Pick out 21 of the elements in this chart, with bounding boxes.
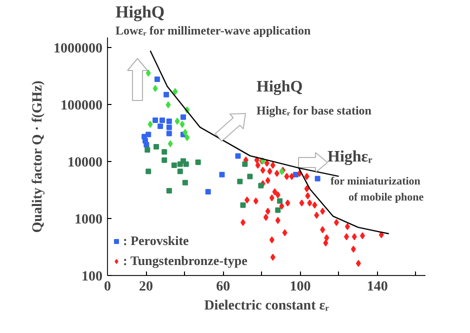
x-axis-title: Dielectric constant εᵣ xyxy=(204,298,330,314)
y-axis-title: Quality factor Q · f(GHz) xyxy=(30,80,46,233)
y-tick-label: 10000 xyxy=(68,156,102,171)
x-tick-label: 0 xyxy=(104,280,111,294)
text: HighQ xyxy=(116,2,165,22)
y-tick-label: 100000 xyxy=(60,98,102,114)
x-tick-label: 100 xyxy=(290,280,311,294)
annotation: Highεᵣ xyxy=(328,148,372,166)
annotation: HighQ xyxy=(256,78,303,96)
annotation: Lowεᵣ for millimeter-wave application xyxy=(116,24,311,38)
y-tick-label: 1000 xyxy=(74,212,102,228)
annotation: of mobile phone xyxy=(348,192,424,204)
x-tick-label: 20 xyxy=(139,280,154,294)
x-tick-label: 60 xyxy=(216,280,230,294)
legend-label: : Tungstenbronze-type xyxy=(123,253,248,269)
legend-label: : Perovskite xyxy=(123,233,189,249)
annotation: for miniaturization xyxy=(330,176,420,188)
x-tick-label: 140 xyxy=(366,280,388,294)
y-tick-label: 1000000 xyxy=(54,42,102,57)
y-tick-label: 100 xyxy=(82,270,102,284)
annotation: Highεᵣ for base station xyxy=(256,104,372,118)
